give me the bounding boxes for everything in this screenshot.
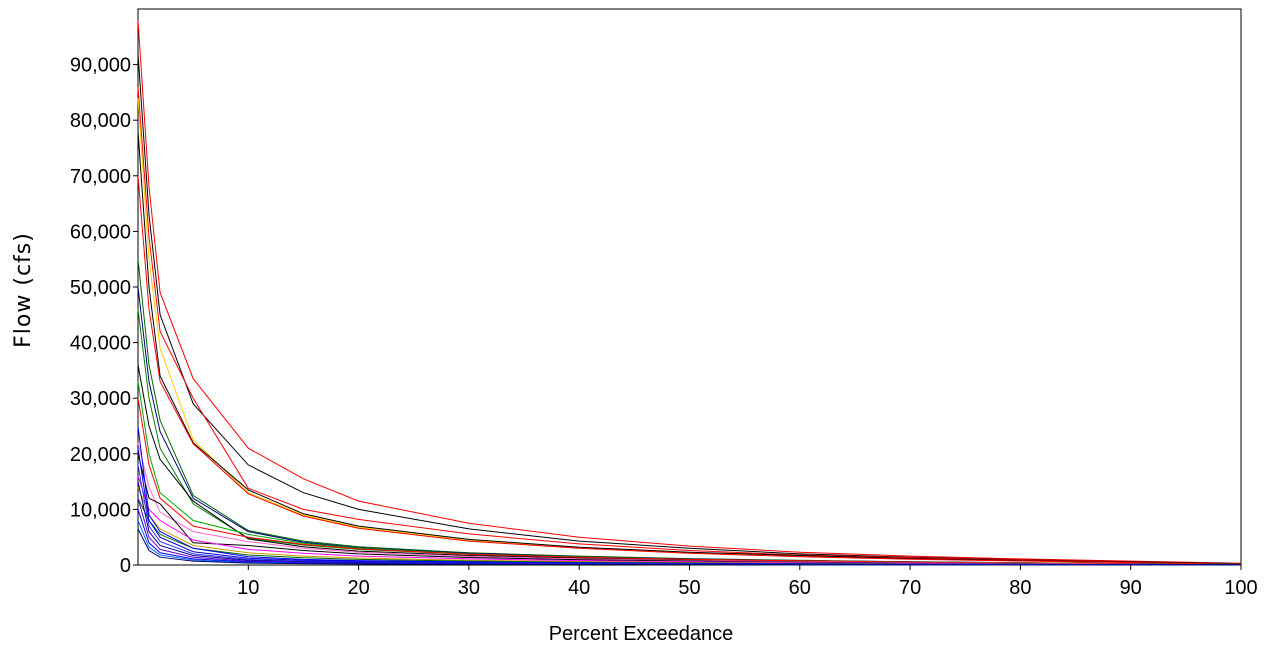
series-line-25 [137,528,1242,566]
y-tick-label: 50,000 [70,277,131,299]
y-axis-title: Flow (cfs) [11,232,36,348]
y-tick-label: 20,000 [70,444,131,466]
plot-area [137,8,1242,566]
x-tick-label: 30 [458,577,480,599]
series-line-3 [137,86,1242,565]
y-tick-label: 10,000 [70,499,131,521]
x-tick-label: 40 [568,577,590,599]
y-tick-label: 0 [120,555,131,577]
y-axis: 0 10,000 20,000 30,000 40,000 50,000 60,000 70,… [70,55,138,577]
x-tick-label: 10 [237,577,259,599]
x-axis-title: Percent Exceedance [549,623,734,645]
series-line-6 [137,175,1242,565]
y-tick-label: 80,000 [70,110,131,132]
x-tick-label: 50 [678,577,700,599]
x-tick-label: 90 [1120,577,1142,599]
y-tick-label: 70,000 [70,166,131,188]
x-axis: 10 20 30 40 50 60 70 80 90 100 [237,565,1258,599]
y-tick-label: 60,000 [70,221,131,243]
y-tick-label: 30,000 [70,388,131,410]
x-tick-label: 80 [1009,577,1031,599]
series-line-1 [137,20,1242,564]
x-tick-label: 60 [789,577,811,599]
x-tick-label: 100 [1224,577,1257,599]
series-layer [137,20,1242,566]
y-tick-label: 40,000 [70,333,131,355]
x-tick-label: 70 [899,577,921,599]
x-tick-label: 20 [347,577,369,599]
y-tick-label: 90,000 [70,55,131,77]
